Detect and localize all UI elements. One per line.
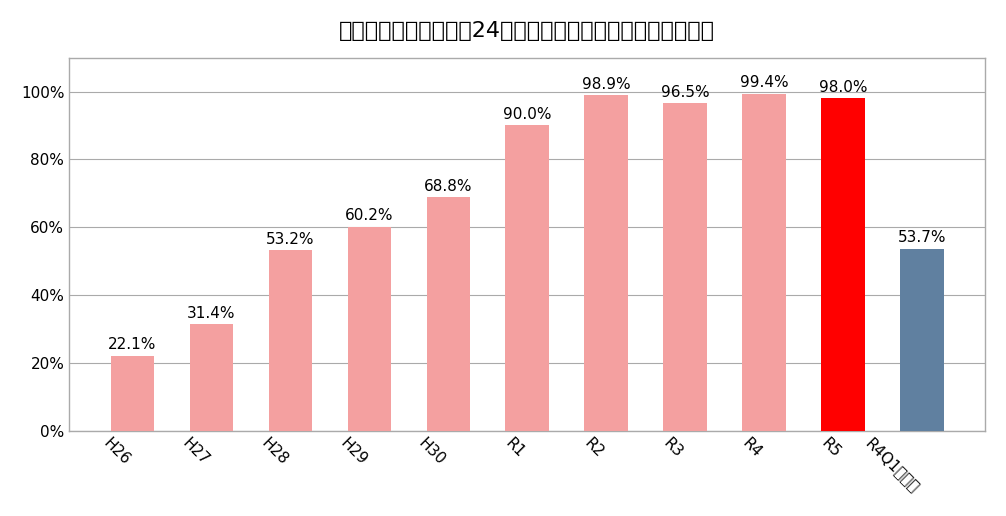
Title: 特定術式における術後24時間以内の予防的抗菌薬投与停止率: 特定術式における術後24時間以内の予防的抗菌薬投与停止率 <box>339 21 715 41</box>
Bar <box>111 356 154 431</box>
Text: 96.5%: 96.5% <box>661 85 709 100</box>
Text: 98.0%: 98.0% <box>819 80 867 95</box>
Bar <box>821 99 864 431</box>
Bar <box>663 103 707 431</box>
Text: 60.2%: 60.2% <box>345 208 393 223</box>
Text: 68.8%: 68.8% <box>424 179 473 194</box>
Text: 31.4%: 31.4% <box>187 306 235 321</box>
Bar <box>348 227 391 431</box>
Text: 98.9%: 98.9% <box>581 77 631 92</box>
Bar <box>900 249 944 431</box>
Bar <box>505 125 549 431</box>
Bar <box>190 324 233 431</box>
Bar <box>269 250 312 431</box>
Text: 53.7%: 53.7% <box>897 230 946 245</box>
Text: 99.4%: 99.4% <box>739 75 789 90</box>
Bar <box>427 198 470 431</box>
Bar <box>584 95 628 431</box>
Text: 22.1%: 22.1% <box>109 337 157 352</box>
Bar <box>742 93 786 431</box>
Text: 90.0%: 90.0% <box>503 107 551 122</box>
Text: 53.2%: 53.2% <box>267 232 315 247</box>
